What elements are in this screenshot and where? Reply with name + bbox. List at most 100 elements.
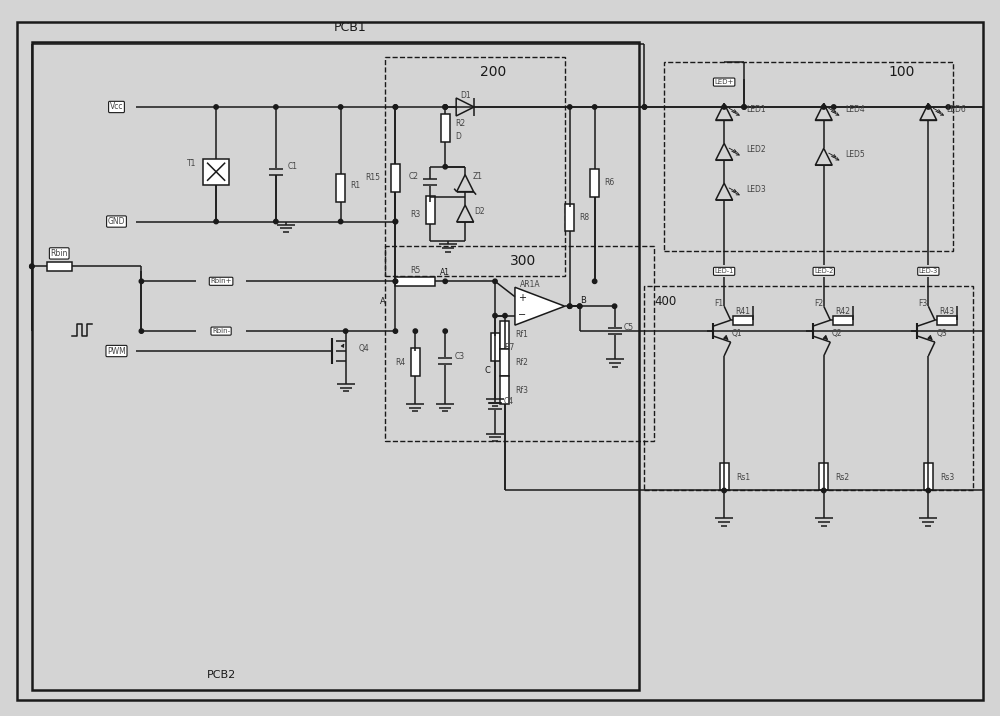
- Bar: [336, 174, 345, 202]
- Text: Rbin: Rbin: [51, 249, 68, 258]
- Circle shape: [926, 488, 931, 493]
- Circle shape: [274, 219, 278, 223]
- Circle shape: [214, 105, 218, 109]
- Circle shape: [139, 279, 144, 284]
- Circle shape: [742, 105, 746, 109]
- Circle shape: [413, 329, 418, 333]
- Circle shape: [443, 105, 447, 109]
- Circle shape: [493, 314, 497, 318]
- Circle shape: [946, 105, 950, 109]
- Bar: [385, 57, 565, 276]
- Text: F2: F2: [814, 299, 823, 308]
- Text: Rf3: Rf3: [515, 386, 528, 395]
- Circle shape: [393, 105, 398, 109]
- Circle shape: [832, 105, 836, 109]
- Bar: [32, 42, 639, 690]
- Bar: [833, 316, 853, 324]
- Bar: [565, 203, 574, 231]
- Circle shape: [393, 279, 398, 284]
- Text: R3: R3: [410, 210, 420, 219]
- Bar: [500, 377, 509, 405]
- Text: Q2: Q2: [832, 329, 842, 338]
- Text: LED6: LED6: [946, 105, 966, 115]
- Text: R5: R5: [410, 266, 420, 275]
- Circle shape: [274, 105, 278, 109]
- Text: F1: F1: [715, 299, 724, 308]
- Bar: [733, 316, 753, 324]
- Text: R41: R41: [736, 306, 751, 316]
- Text: R42: R42: [835, 306, 850, 316]
- Text: C1: C1: [288, 163, 298, 171]
- Text: LED2: LED2: [746, 145, 766, 155]
- Text: C4: C4: [504, 397, 514, 406]
- Text: R2: R2: [455, 120, 465, 128]
- Circle shape: [577, 304, 582, 309]
- Text: LED-2: LED-2: [814, 268, 833, 274]
- Text: PCB1: PCB1: [334, 21, 367, 34]
- Bar: [937, 316, 957, 324]
- Circle shape: [343, 329, 348, 333]
- Circle shape: [722, 105, 726, 109]
- Circle shape: [139, 329, 144, 333]
- Circle shape: [443, 279, 447, 284]
- Bar: [644, 286, 973, 490]
- Circle shape: [612, 304, 617, 309]
- Circle shape: [568, 304, 572, 309]
- Circle shape: [338, 219, 343, 223]
- Text: +: +: [518, 293, 526, 303]
- Text: Rs2: Rs2: [836, 473, 850, 482]
- Text: T1: T1: [187, 159, 196, 168]
- Text: R6: R6: [605, 178, 615, 187]
- Bar: [391, 164, 400, 192]
- Text: 400: 400: [654, 295, 677, 308]
- Text: A: A: [380, 296, 385, 306]
- Text: Rf2: Rf2: [515, 358, 528, 367]
- Text: LED5: LED5: [846, 150, 865, 159]
- Circle shape: [742, 105, 746, 109]
- Text: LED-1: LED-1: [715, 268, 734, 274]
- Bar: [491, 333, 500, 361]
- Text: R7: R7: [504, 342, 514, 352]
- Text: PWM: PWM: [107, 347, 126, 356]
- Text: A1: A1: [440, 268, 450, 277]
- Circle shape: [568, 105, 572, 109]
- Bar: [720, 463, 729, 490]
- Circle shape: [568, 304, 572, 309]
- Bar: [590, 169, 599, 197]
- Circle shape: [393, 329, 398, 333]
- Text: R4: R4: [395, 359, 405, 367]
- Text: PCB2: PCB2: [206, 669, 236, 679]
- Text: LED-3: LED-3: [919, 268, 938, 274]
- Text: LED4: LED4: [846, 105, 865, 115]
- Text: Rs1: Rs1: [736, 473, 750, 482]
- Text: Rbin-: Rbin-: [212, 328, 230, 334]
- Circle shape: [443, 105, 447, 109]
- Bar: [500, 349, 509, 377]
- Circle shape: [393, 279, 398, 284]
- Circle shape: [393, 219, 398, 223]
- Circle shape: [592, 105, 597, 109]
- Text: R43: R43: [940, 306, 955, 316]
- Circle shape: [443, 165, 447, 169]
- Bar: [924, 463, 933, 490]
- Text: D1: D1: [460, 90, 470, 100]
- Circle shape: [722, 488, 726, 493]
- Polygon shape: [515, 287, 565, 325]
- Text: C3: C3: [454, 352, 464, 361]
- Text: Q3: Q3: [936, 329, 947, 338]
- Text: F3: F3: [919, 299, 928, 308]
- Text: D2: D2: [474, 207, 485, 216]
- Circle shape: [214, 219, 218, 223]
- Text: Rs3: Rs3: [940, 473, 955, 482]
- Text: B: B: [580, 296, 586, 305]
- Bar: [395, 277, 435, 286]
- Bar: [47, 262, 72, 271]
- Text: R15: R15: [365, 173, 380, 182]
- Text: 100: 100: [888, 65, 915, 79]
- Circle shape: [592, 279, 597, 284]
- Bar: [441, 114, 450, 142]
- Circle shape: [822, 105, 826, 109]
- Circle shape: [642, 105, 647, 109]
- Text: LED+: LED+: [714, 79, 734, 85]
- Circle shape: [30, 264, 34, 268]
